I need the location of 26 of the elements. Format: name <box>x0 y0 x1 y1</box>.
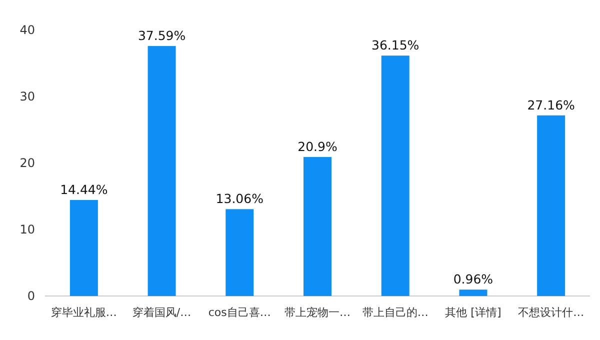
bar <box>304 157 332 296</box>
bar <box>148 46 176 296</box>
y-tick-label: 40 <box>20 23 35 37</box>
x-tick-label: 不想设计什… <box>518 306 584 319</box>
bar <box>226 209 254 296</box>
bar <box>537 115 566 296</box>
bar <box>459 290 488 296</box>
y-tick-label: 0 <box>27 289 35 303</box>
x-tick-label: 其他 [详情] <box>445 306 502 319</box>
x-tick-label: 带上宠物一… <box>284 306 350 319</box>
x-tick-label: 带上自己的… <box>362 306 428 319</box>
x-tick-label: cos自己喜… <box>208 306 271 319</box>
data-label: 13.06% <box>216 191 264 206</box>
x-tick-label: 穿毕业礼服… <box>50 306 117 319</box>
bar <box>70 200 98 296</box>
data-label: 14.44% <box>60 182 108 197</box>
y-tick-label: 10 <box>20 222 35 236</box>
data-label: 0.96% <box>453 272 494 287</box>
data-label: 20.9% <box>298 139 338 154</box>
x-tick-label: 穿着国风/… <box>132 306 192 319</box>
data-label: 36.15% <box>372 38 420 53</box>
bar <box>381 56 410 296</box>
data-label: 37.59% <box>138 28 186 44</box>
data-label: 27.16% <box>527 97 576 112</box>
y-tick-label: 30 <box>20 90 35 104</box>
y-tick-label: 20 <box>20 156 35 170</box>
